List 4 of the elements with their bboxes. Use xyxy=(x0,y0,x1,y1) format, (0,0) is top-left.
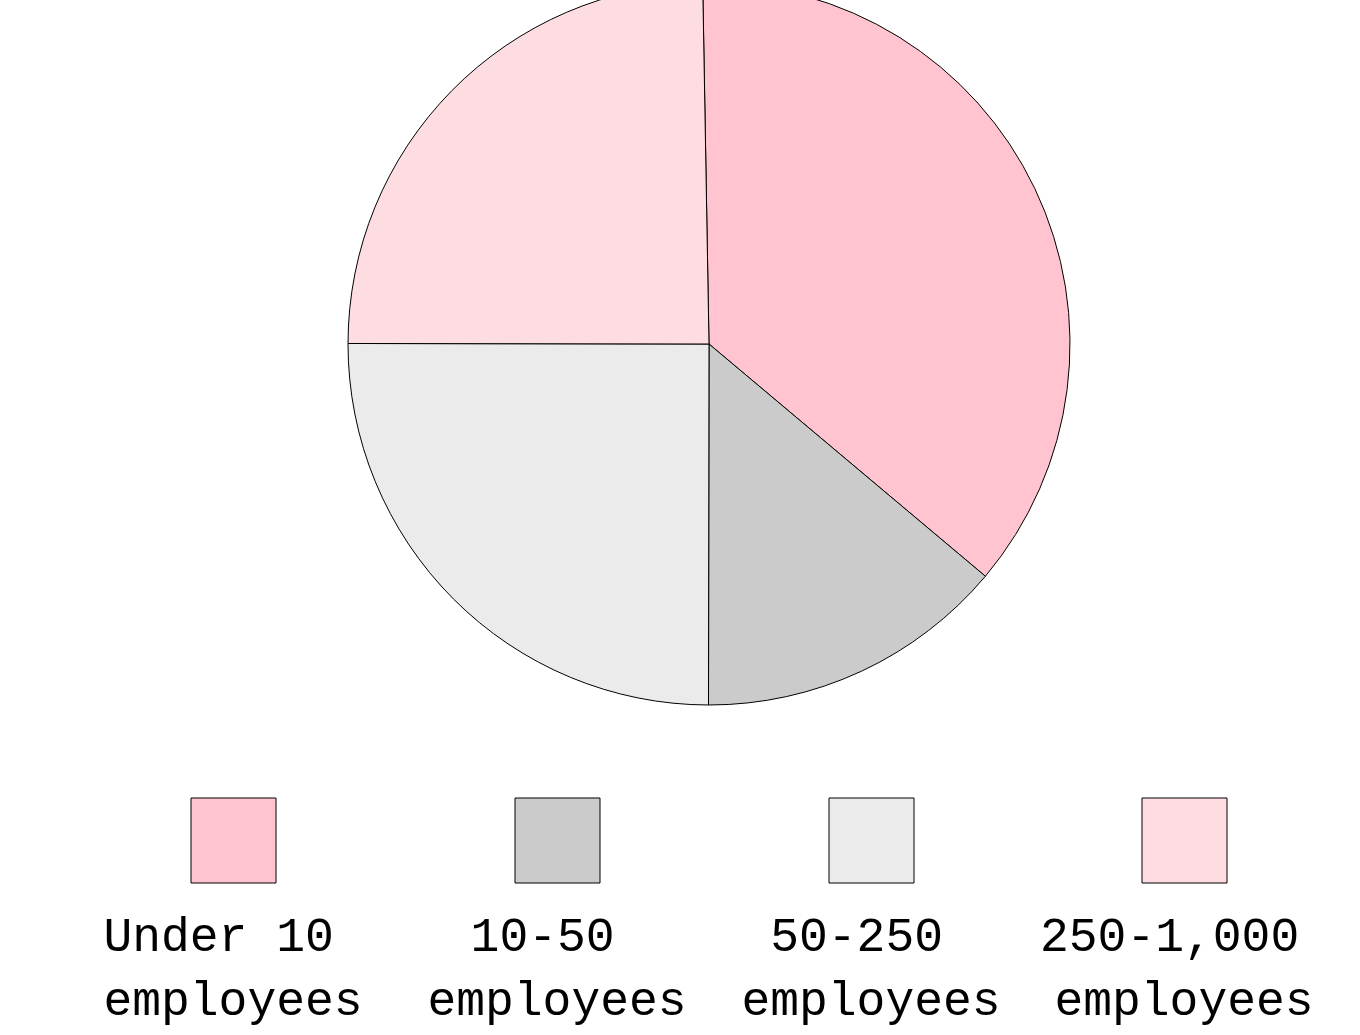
legend-label: 250-1,000 employees xyxy=(1039,911,1329,1029)
legend-label: 10-50 employees xyxy=(427,911,687,1029)
legend-label: Under 10 employees xyxy=(103,911,363,1029)
legend-label: 50-250 employees xyxy=(741,911,1001,1029)
